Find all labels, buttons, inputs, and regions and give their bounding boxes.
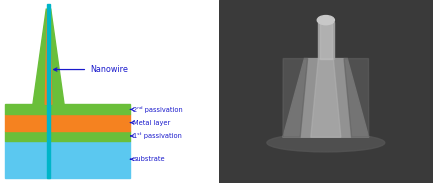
Ellipse shape xyxy=(267,134,385,152)
Bar xyxy=(320,22,332,59)
Text: Nanowire: Nanowire xyxy=(54,65,128,74)
Polygon shape xyxy=(45,9,52,104)
Text: 1ˢᵗ passivation: 1ˢᵗ passivation xyxy=(130,132,182,139)
Bar xyxy=(5,131,130,141)
Ellipse shape xyxy=(317,16,334,25)
Bar xyxy=(5,141,130,178)
Text: Metal layer: Metal layer xyxy=(130,120,171,126)
Polygon shape xyxy=(283,59,307,137)
Text: 2ⁿᵈ passivation: 2ⁿᵈ passivation xyxy=(130,106,183,113)
Polygon shape xyxy=(283,59,369,137)
Bar xyxy=(318,22,334,59)
Polygon shape xyxy=(344,59,369,137)
Text: substrate: substrate xyxy=(130,156,165,162)
Bar xyxy=(48,4,49,178)
Polygon shape xyxy=(311,59,341,137)
Bar xyxy=(5,114,130,131)
Bar xyxy=(5,104,130,114)
Polygon shape xyxy=(33,9,64,104)
